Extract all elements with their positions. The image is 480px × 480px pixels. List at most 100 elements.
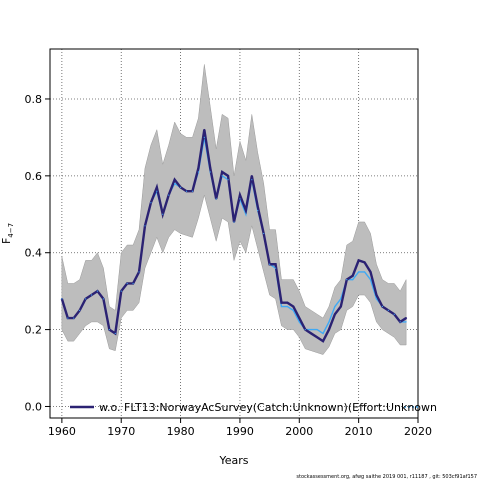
data-point-alt [203, 136, 205, 139]
x-axis-title: Years [218, 454, 248, 467]
data-point-alt [73, 317, 75, 319]
data-point-main [328, 328, 330, 331]
x-tick-label: 1980 [167, 425, 195, 438]
data-point-alt [286, 305, 289, 308]
series-points [60, 128, 408, 343]
legend: w.o. FLT13:NorwayAcSurvey(Catch:Unknown)… [70, 401, 437, 414]
data-point-alt [387, 309, 389, 311]
data-point-alt [102, 298, 105, 300]
data-point-alt [85, 298, 87, 300]
data-point-alt [269, 263, 271, 265]
data-point-alt [393, 313, 395, 315]
data-point-alt [322, 332, 324, 335]
data-point-main [197, 167, 200, 170]
data-point-main [155, 186, 158, 189]
data-point-alt [108, 328, 110, 331]
data-point-alt [233, 221, 235, 223]
data-point-alt [381, 305, 383, 308]
data-point-alt [304, 328, 306, 331]
data-point-alt [352, 279, 354, 281]
data-point-alt [221, 175, 223, 177]
data-point-alt [263, 232, 265, 235]
confidence-band [61, 64, 407, 355]
data-point-alt [96, 290, 99, 292]
data-point-alt [375, 298, 378, 300]
data-point-alt [334, 305, 336, 308]
data-point-main [239, 194, 241, 196]
data-point-alt [292, 309, 294, 311]
data-point-alt [144, 225, 146, 227]
y-axis-title: F4−7 [0, 223, 15, 244]
x-tick-label: 1970 [107, 425, 135, 438]
data-point-main [298, 317, 301, 319]
data-point-alt [150, 202, 152, 204]
data-point-main [363, 261, 366, 264]
data-point-alt [340, 298, 342, 300]
data-point-alt [227, 179, 229, 181]
data-point-main [221, 171, 224, 173]
data-point-alt [239, 198, 241, 200]
data-point-alt [209, 171, 211, 173]
data-point-alt [185, 190, 188, 192]
y-tick-label: 0.2 [25, 324, 43, 337]
data-point-main [334, 313, 336, 316]
data-point-alt [251, 179, 253, 181]
data-point-alt [346, 279, 348, 281]
data-point-alt [298, 321, 300, 323]
plot-frame [49, 48, 419, 419]
data-point-alt [126, 282, 128, 285]
data-point-main [405, 317, 408, 319]
data-point-alt [138, 271, 140, 273]
data-point-alt [369, 279, 372, 281]
data-point-main [227, 174, 229, 177]
y-tick-label: 0.8 [25, 93, 43, 106]
data-point-alt [316, 328, 318, 331]
data-point-main [286, 301, 289, 304]
data-point-alt [274, 267, 277, 269]
data-point-main [375, 294, 378, 296]
data-point-main [274, 263, 277, 266]
data-point-alt [328, 321, 330, 323]
x-tick-label: 1990 [226, 425, 254, 438]
data-point-main [256, 205, 259, 208]
data-point-alt [120, 290, 122, 292]
x-tick-label: 1960 [48, 425, 76, 438]
data-point-alt [405, 321, 407, 323]
y-tick-label: 0.4 [25, 247, 43, 260]
data-point-alt [132, 282, 134, 285]
data-point-alt [156, 190, 158, 192]
data-point-main [310, 332, 313, 335]
x-axis: 1960 1970 1980 1990 2000 2010 2020 [48, 418, 432, 438]
data-point-alt [310, 328, 312, 331]
data-point-alt [215, 198, 217, 200]
data-point-main [250, 174, 253, 177]
data-point-alt [67, 317, 69, 319]
data-point-alt [245, 213, 247, 215]
data-point-main [173, 178, 176, 181]
x-tick-label: 2000 [285, 425, 313, 438]
data-point-alt [399, 321, 401, 323]
data-point-alt [114, 332, 116, 335]
x-tick-label: 2010 [345, 425, 373, 438]
data-point-alt [162, 213, 164, 215]
data-point-alt [179, 186, 182, 188]
data-point-alt [191, 190, 194, 192]
data-point-alt [168, 194, 170, 196]
data-point-main [292, 305, 295, 308]
y-tick-label: 0.6 [25, 170, 43, 183]
data-point-main [209, 167, 212, 170]
y-axis: 0.0 0.2 0.4 0.6 0.8 [25, 93, 50, 413]
data-point-main [244, 209, 247, 212]
data-point-main [280, 301, 283, 304]
data-point-alt [358, 271, 360, 273]
y-tick-label: 0.0 [25, 400, 43, 413]
data-point-main [322, 340, 324, 343]
data-point-alt [61, 298, 63, 300]
footer-note: stockassessment.org, afwg saithe 2019 00… [296, 474, 477, 480]
data-point-alt [174, 182, 176, 185]
data-point-alt [79, 309, 81, 311]
data-point-alt [90, 294, 93, 296]
data-point-main [369, 271, 372, 273]
data-point-alt [257, 209, 259, 212]
